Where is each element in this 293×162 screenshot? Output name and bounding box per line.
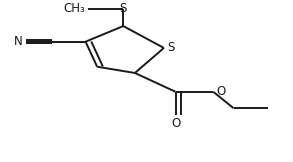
Text: S: S bbox=[167, 41, 175, 54]
Text: S: S bbox=[120, 2, 127, 15]
Text: O: O bbox=[217, 85, 226, 98]
Text: O: O bbox=[171, 117, 180, 130]
Text: N: N bbox=[14, 35, 23, 48]
Text: CH₃: CH₃ bbox=[63, 2, 85, 15]
